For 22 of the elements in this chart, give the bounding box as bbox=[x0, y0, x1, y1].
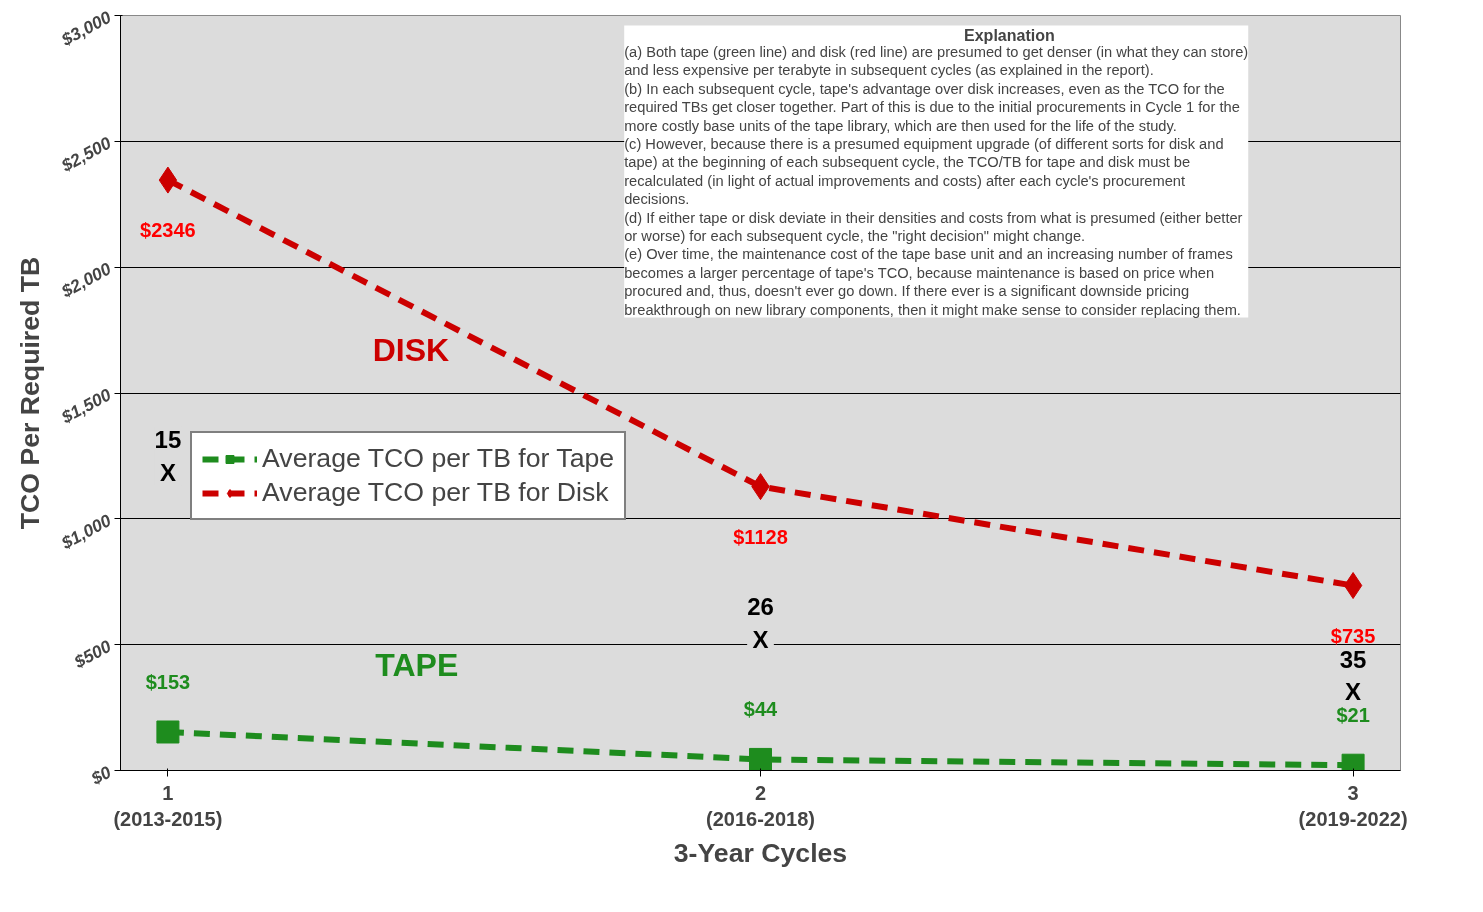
y-tick-label: $0 bbox=[86, 761, 115, 789]
y-axis-title: TCO Per Required TB bbox=[15, 256, 46, 530]
annotation: Explanation bbox=[964, 26, 1055, 44]
data-label: $2346 bbox=[140, 219, 196, 242]
data-label: $44 bbox=[743, 698, 779, 721]
data-label: $1128 bbox=[733, 525, 788, 548]
annotation: 15 X bbox=[154, 426, 182, 486]
x-tick-label: 1 (2013-2015) bbox=[113, 781, 223, 830]
text: (a) Both tape (green line) and disk (red line) are presumed to get denser (in what they can store) and less expensive per terabyte in subsequent cycles (as explained in the report). (b) In each subsequent cycle, tape's advantage over disk increases, even as the TCO for the required TBs get closer together. Part of this is due to the initial procurements in Cycle 1 for the more costly base units of the tape library, which are then used for the life of the study. (c) However, because there is a presumed equipment upgrade (of different sorts for disk and tape) at the beginning of each subsequent cycle, the TCO/TB for tape and disk must be recalculated (in light of actual improvements and costs) after each cycle's procurement decisions. (d) If either tape or disk deviate in their densities and costs from what is presumed (either better or worse) for each subsequent cycle, the "right decision" might change. (e) Over time, the maintenance cost of the tape base unit and an increasing number of frames becomes a larger percentage of tape's TCO, because maintenance is based on price when procured and, thus, doesn't ever go down. If there ever is a significant downside pricing breakthrough on new library components, then it might make sense to consider replacing them. bbox=[624, 43, 1249, 318]
annotation: TAPE bbox=[375, 646, 459, 683]
data-label: $153 bbox=[145, 670, 191, 693]
annotation: 35 X bbox=[1339, 645, 1367, 706]
legend-label: Average TCO per TB for Tape bbox=[262, 443, 615, 474]
x-tick-label: 2 (2016-2018) bbox=[706, 781, 815, 830]
annotation: 26 X bbox=[747, 593, 774, 653]
legend-label: Average TCO per TB for Disk bbox=[262, 477, 609, 508]
annotation: DISK bbox=[372, 332, 450, 369]
x-axis-title: 3-Year Cycles bbox=[673, 837, 848, 868]
data-label: $21 bbox=[1336, 703, 1370, 726]
x-tick-label: 3 (2019-2022) bbox=[1298, 781, 1408, 830]
y-tick-label: $500 bbox=[70, 635, 115, 673]
data-label: $735 bbox=[1330, 624, 1376, 647]
